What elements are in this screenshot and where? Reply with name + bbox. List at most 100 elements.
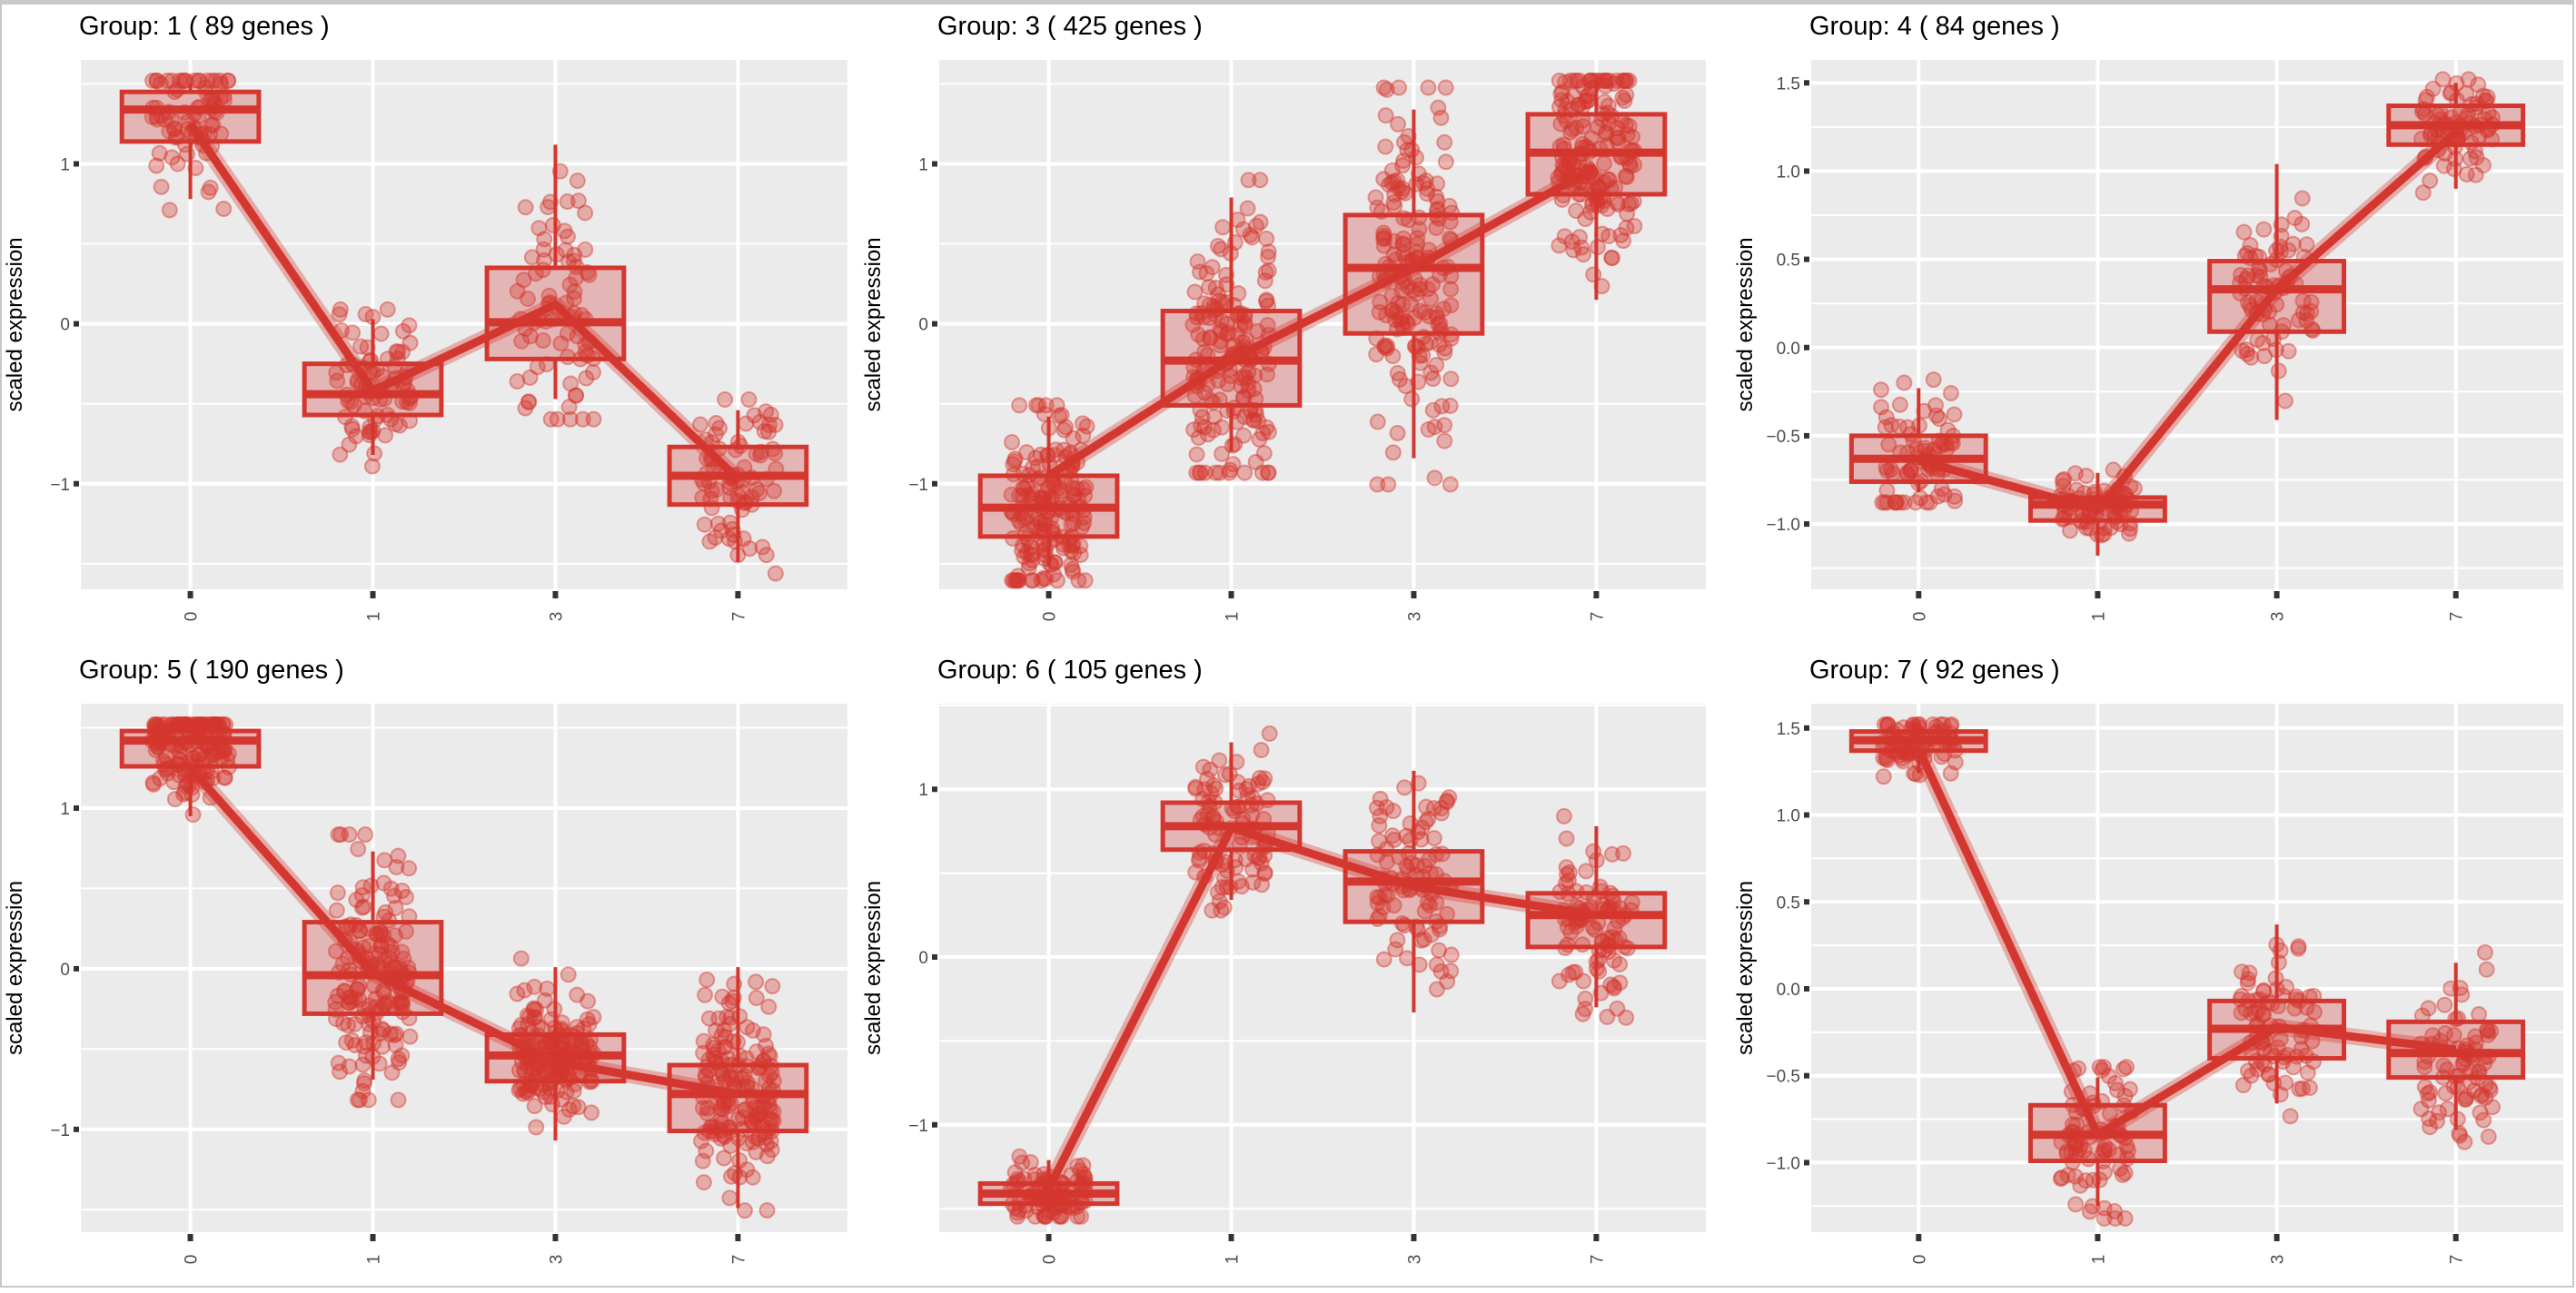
data-point (1045, 566, 1063, 583)
data-point (1228, 413, 1245, 430)
data-point (2242, 237, 2259, 254)
data-point (169, 755, 186, 773)
data-point (387, 959, 404, 976)
data-point (580, 266, 598, 283)
data-point (1899, 419, 1917, 436)
data-point (1436, 340, 1453, 357)
data-point (340, 1017, 357, 1034)
data-point (2111, 1160, 2128, 1177)
y-tick-label: −1 (50, 476, 70, 495)
data-point (2458, 85, 2475, 103)
data-point (1594, 896, 1611, 913)
data-point (1430, 210, 1447, 227)
data-point (1185, 421, 1203, 439)
data-point (1947, 742, 1964, 759)
data-point (733, 501, 750, 518)
data-point (1253, 876, 1271, 893)
data-point (363, 458, 381, 475)
data-point (1415, 174, 1432, 192)
data-point (564, 1042, 581, 1060)
data-point (2471, 1006, 2488, 1023)
data-point (203, 763, 220, 780)
data-point (1600, 72, 1618, 89)
data-point (1005, 572, 1022, 589)
data-point (2426, 126, 2443, 143)
data-point (1884, 730, 1901, 747)
data-point (1249, 322, 1266, 340)
data-point (549, 1082, 566, 1100)
data-point (1369, 476, 1386, 493)
data-point (1905, 432, 1922, 449)
data-point (382, 995, 400, 1012)
data-point (1599, 201, 1616, 218)
data-point (1375, 237, 1392, 254)
data-point (361, 937, 378, 954)
data-point (2251, 991, 2268, 1008)
data-point (1029, 458, 1046, 475)
data-point (2091, 1171, 2108, 1189)
data-point (1368, 346, 1385, 363)
data-point (2095, 1059, 2113, 1076)
data-point (1237, 370, 1254, 387)
data-point (1618, 1009, 1635, 1026)
data-point (1230, 285, 1247, 302)
data-point (2265, 1074, 2283, 1091)
data-point (1061, 537, 1078, 554)
data-point (560, 1043, 578, 1061)
data-point (2280, 242, 2297, 259)
data-point (1196, 464, 1214, 481)
data-point (707, 1119, 724, 1136)
data-point (2479, 88, 2496, 105)
data-point (197, 716, 214, 733)
data-point (1218, 266, 1235, 283)
data-point (391, 963, 409, 981)
data-point (1389, 424, 1406, 441)
data-point (149, 111, 166, 128)
data-point (1065, 506, 1082, 523)
data-point (1393, 315, 1411, 332)
data-point (1009, 572, 1026, 589)
data-point (2261, 316, 2278, 333)
data-point (713, 522, 730, 539)
data-point (743, 1113, 760, 1130)
data-point (349, 981, 366, 998)
data-point (1888, 744, 1906, 761)
x-tick-mark (1228, 591, 1234, 598)
data-point (697, 1068, 714, 1085)
data-point (1400, 127, 1417, 144)
data-point (1603, 107, 1620, 124)
data-point (1428, 207, 1445, 224)
data-point (145, 775, 163, 793)
data-point (1932, 716, 1949, 733)
data-point (1437, 153, 1454, 171)
data-point (341, 826, 358, 844)
data-point (1432, 324, 1449, 341)
data-point (1875, 768, 1892, 785)
data-point (1422, 290, 1440, 307)
data-point (1235, 390, 1253, 407)
x-tick-mark (187, 1234, 193, 1241)
x-tick-mark (735, 1234, 741, 1241)
data-point (205, 93, 223, 110)
data-point (198, 721, 215, 738)
data-point (561, 410, 579, 428)
data-point (1414, 347, 1432, 364)
data-point (1393, 915, 1411, 933)
data-point (1574, 936, 1591, 953)
data-point (1375, 171, 1392, 188)
data-point (2298, 999, 2315, 1016)
data-point (1214, 419, 1231, 436)
data-point (2422, 1084, 2439, 1101)
data-point (1065, 563, 1082, 580)
data-point (170, 716, 187, 733)
data-point (1608, 72, 1625, 89)
data-point (1231, 782, 1248, 799)
data-point (1426, 419, 1443, 436)
data-point (2063, 1144, 2080, 1161)
data-point (2111, 1126, 2128, 1143)
data-point (1560, 966, 1578, 983)
data-point (2445, 1027, 2462, 1044)
data-point (517, 1063, 534, 1081)
data-point (1557, 874, 1574, 892)
data-point (1388, 304, 1405, 321)
